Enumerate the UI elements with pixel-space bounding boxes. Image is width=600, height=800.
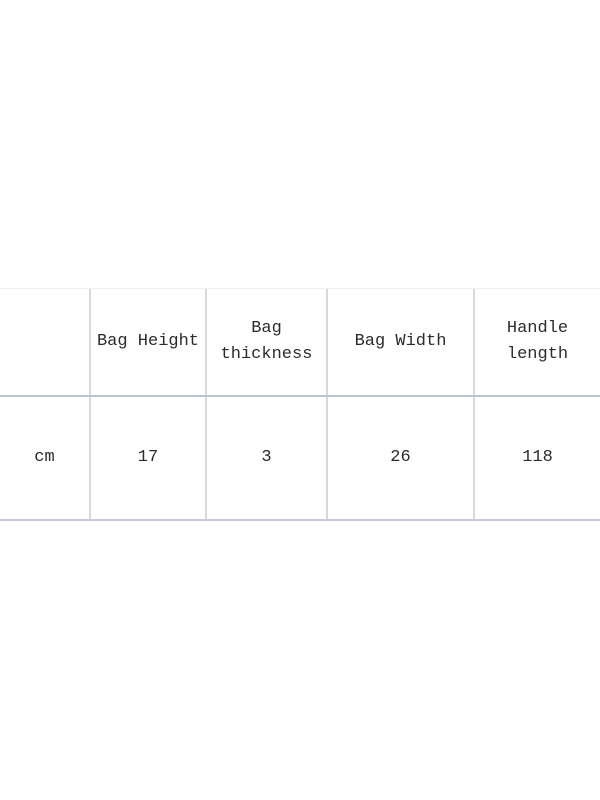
cell-bag-thickness-value: 3: [207, 397, 328, 519]
header-cell-bag-thickness: Bag thickness: [207, 289, 328, 395]
header-cell-bag-width: Bag Width: [328, 289, 475, 395]
header-cell-bag-height: Bag Height: [91, 289, 207, 395]
header-cell-unit: [0, 289, 91, 395]
cell-bag-height-value: 17: [91, 397, 207, 519]
cell-handle-length-value: 118: [522, 448, 553, 467]
size-chart-table: Bag Height Bag thickness Bag Width Handl…: [0, 288, 600, 521]
cell-bag-width-value: 26: [328, 397, 475, 519]
header-cell-handle-length: Handle length: [506, 319, 569, 364]
table-row: cm 17 3 26 118: [0, 397, 600, 519]
cell-unit: cm: [0, 397, 91, 519]
table-header-row: Bag Height Bag thickness Bag Width Handl…: [0, 289, 600, 397]
